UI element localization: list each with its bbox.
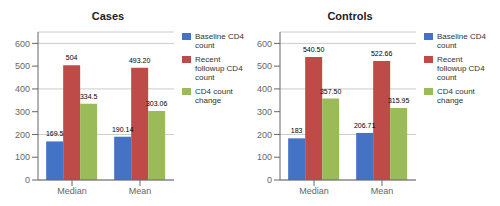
html-text:Cases: Cases — [91, 10, 125, 22]
svg-text:357.50: 357.50 — [320, 88, 342, 95]
svg-text:522.66: 522.66 — [371, 50, 393, 57]
html-text:Baseline CD4: Baseline CD4 — [437, 32, 486, 41]
html-text:count: count — [437, 41, 457, 50]
svg-text:303.06: 303.06 — [146, 100, 168, 107]
html-text:followup CD4: followup CD4 — [437, 64, 485, 73]
svg-text:400: 400 — [257, 84, 272, 94]
svg-text:400: 400 — [15, 84, 30, 94]
svg-text:504: 504 — [66, 54, 78, 61]
html-text:followup CD4: followup CD4 — [195, 64, 243, 73]
svg-text:100: 100 — [257, 152, 272, 162]
html-text:CD4 count: CD4 count — [437, 87, 475, 96]
svg-text:300: 300 — [257, 107, 272, 117]
svg-text:183: 183 — [291, 127, 303, 134]
svg-text:500: 500 — [257, 61, 272, 71]
svg-text:206.71: 206.71 — [354, 122, 376, 129]
svg-text:0: 0 — [25, 175, 30, 185]
svg-text:100: 100 — [15, 152, 30, 162]
svg-text:540.50: 540.50 — [303, 46, 325, 53]
html-text:count: count — [195, 73, 215, 82]
html-text:change: change — [437, 96, 464, 105]
html-text:Recent: Recent — [195, 55, 221, 64]
svg-text:600: 600 — [15, 39, 30, 49]
svg-text:169.5: 169.5 — [46, 130, 64, 137]
svg-text:Median: Median — [299, 186, 329, 196]
svg-text:Mean: Mean — [129, 186, 152, 196]
html-text:Baseline CD4: Baseline CD4 — [195, 32, 244, 41]
svg-text:Median: Median — [57, 186, 87, 196]
html-text:count: count — [437, 73, 457, 82]
svg-text:190.14: 190.14 — [112, 126, 134, 133]
html-text:Recent: Recent — [437, 55, 463, 64]
svg-text:600: 600 — [257, 39, 272, 49]
html-text:count: count — [195, 41, 215, 50]
svg-text:493.20: 493.20 — [129, 57, 151, 64]
html-text:CD4 count: CD4 count — [195, 87, 233, 96]
svg-text:334.5: 334.5 — [80, 93, 98, 100]
svg-text:Mean: Mean — [371, 186, 394, 196]
svg-text:315.95: 315.95 — [388, 97, 410, 104]
svg-text:300: 300 — [15, 107, 30, 117]
svg-text:200: 200 — [15, 130, 30, 140]
svg-text:200: 200 — [257, 130, 272, 140]
html-text:Controls: Controls — [327, 10, 373, 22]
svg-text:0: 0 — [267, 175, 272, 185]
html-text:change: change — [195, 96, 222, 105]
svg-text:500: 500 — [15, 61, 30, 71]
